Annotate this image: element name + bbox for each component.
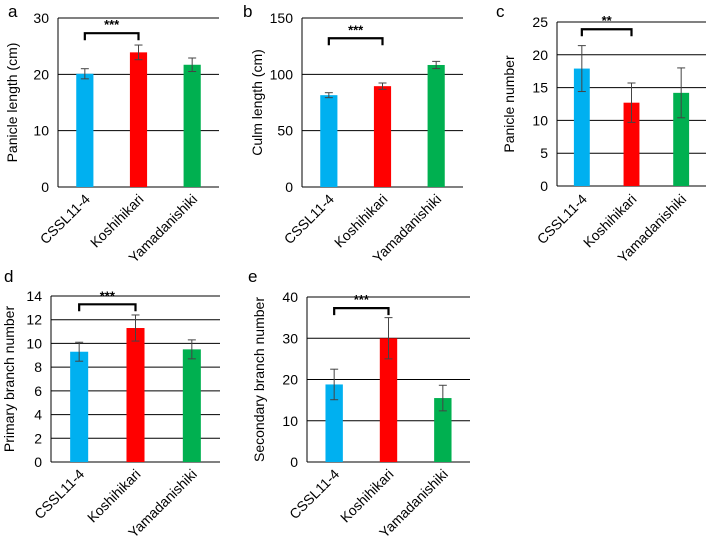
panel-d: d 0 2 4 6 8 10 12 14 Primary branch number CSSL11-…	[1, 267, 220, 541]
y-tick-label: 20	[33, 66, 49, 82]
y-axis-title: Culm length (cm)	[249, 49, 265, 156]
y-axis-title: Primary branch number	[1, 306, 17, 453]
y-tick-label: 0	[540, 178, 548, 194]
significance-label: ***	[348, 22, 364, 37]
y-tick-label: 0	[290, 454, 298, 470]
y-tick-label: 10	[532, 112, 548, 128]
y-tick-label: 20	[282, 372, 298, 388]
y-tick-label: 6	[34, 383, 42, 399]
y-tick-label: 10	[26, 335, 42, 351]
bar-yamadanishiki	[434, 398, 452, 462]
bar-koshihikari	[379, 338, 398, 462]
category-label: CSSL11-4	[281, 191, 337, 247]
panel-e: e 0 10 20 30 40 Secondary branch number CSSL11-…	[248, 267, 470, 541]
panel-letter: d	[4, 267, 13, 286]
panel-letter: a	[8, 2, 18, 21]
y-tick-label: 2	[34, 430, 42, 446]
y-tick-label: 20	[532, 47, 548, 63]
y-tick-label: 4	[34, 407, 42, 423]
panel-letter: e	[248, 267, 257, 286]
bar-cssl11-4	[320, 95, 338, 187]
bar-yamadanishiki	[427, 64, 445, 187]
y-tick-label: 8	[34, 359, 42, 375]
bar-koshihikari	[129, 52, 148, 187]
significance-bracket	[580, 28, 633, 37]
y-tick-label: 5	[540, 145, 548, 161]
significance-bracket	[78, 303, 137, 312]
category-label: CSSL11-4	[31, 466, 87, 522]
y-axis-title: Panicle number	[501, 55, 517, 153]
significance-label: **	[602, 13, 613, 28]
bar-koshihikari	[623, 102, 640, 186]
significance-label: ***	[100, 288, 116, 303]
y-tick-label: 12	[26, 312, 42, 328]
y-axis-title: Panicle length (cm)	[4, 43, 20, 163]
y-tick-label: 0	[285, 179, 293, 195]
category-label: Koshihikari	[84, 466, 144, 526]
significance-bracket	[327, 37, 384, 46]
y-tick-label: 30	[282, 330, 298, 346]
y-tick-label: 30	[33, 10, 49, 26]
bar-cssl11-4	[573, 68, 590, 186]
y-tick-label: 150	[270, 10, 294, 26]
bar-yamadanishiki	[183, 64, 201, 187]
significance-label: ***	[104, 17, 120, 32]
bar-koshihikari	[126, 328, 145, 462]
category-label: CSSL11-4	[286, 466, 342, 522]
y-tick-label: 14	[26, 288, 42, 304]
bar-cssl11-4	[76, 73, 94, 187]
y-tick-label: 40	[282, 289, 298, 305]
y-tick-label: 0	[41, 179, 49, 195]
y-tick-label: 15	[532, 80, 548, 96]
y-axis-title: Secondary branch number	[251, 297, 267, 462]
significance-bracket	[83, 32, 140, 41]
y-tick-label: 50	[277, 123, 293, 139]
panel-letter: c	[496, 2, 505, 21]
bar-yamadanishiki	[182, 349, 201, 462]
panel-letter: b	[243, 2, 252, 21]
bar-cssl11-4	[70, 351, 89, 462]
significance-label: ***	[354, 292, 370, 307]
y-tick-label: 0	[34, 454, 42, 470]
y-tick-label: 100	[270, 66, 294, 82]
bar-cssl11-4	[325, 384, 343, 462]
category-label: CSSL11-4	[37, 191, 93, 247]
bar-koshihikari	[373, 86, 392, 187]
y-tick-label: 10	[33, 123, 49, 139]
bar-yamadanishiki	[673, 92, 690, 186]
significance-bracket	[333, 307, 390, 316]
y-tick-label: 10	[282, 413, 298, 429]
y-tick-label: 25	[532, 14, 548, 30]
